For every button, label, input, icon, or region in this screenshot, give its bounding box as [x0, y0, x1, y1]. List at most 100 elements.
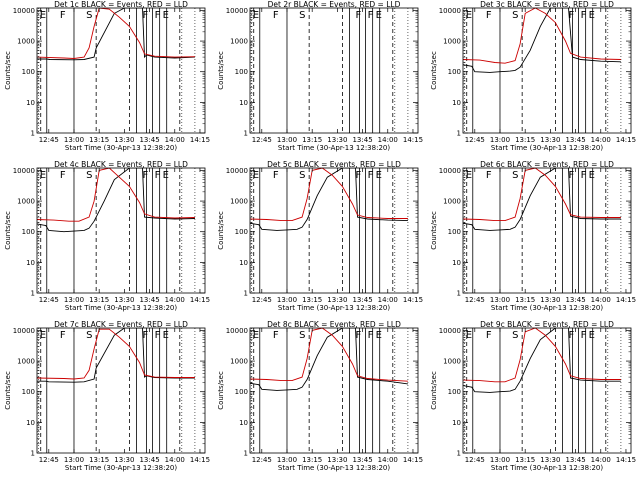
flag-letter: F — [143, 10, 149, 21]
flag-letter: F — [569, 10, 575, 21]
x-axis-label: Start Time (30-Apr-13 12:38:20) — [491, 304, 603, 312]
series-line-lld — [37, 8, 195, 59]
x-tick-label: 13:00 — [64, 296, 84, 304]
plot-frame — [249, 7, 419, 134]
x-tick-label: 12:45 — [465, 136, 485, 144]
panel-det4: Det 4c BLACK = Events, RED = LLD E F S F F E 1 1… — [0, 160, 213, 320]
flag-letter: F — [356, 330, 362, 341]
x-axis-label: Start Time (30-Apr-13 12:38:20) — [278, 304, 390, 312]
panel-det3: Det 3c BLACK = Events, RED = LLD E F S F F E 1 1… — [426, 0, 639, 160]
plot-frame — [462, 7, 632, 134]
x-tick-label: 14:15 — [403, 296, 423, 304]
flag-letter: S — [86, 10, 92, 21]
x-tick-label: 12:45 — [39, 456, 59, 464]
flag-lines — [464, 328, 622, 453]
y-tick-label: 10000 — [226, 167, 248, 175]
y-axis-label: Counts/sec — [217, 51, 225, 90]
x-tick-label: 14:00 — [378, 456, 398, 464]
series-line-lld — [463, 328, 621, 383]
x-tick-label: 13:15 — [515, 296, 535, 304]
y-tick-label: 100 — [448, 228, 461, 236]
flag-letter: F — [581, 330, 587, 341]
y-tick-label: 10000 — [226, 7, 248, 15]
flag-letter: F — [581, 10, 587, 21]
chart-title: Det 9c BLACK = Events, RED = LLD — [480, 320, 614, 329]
series-line-events — [463, 168, 621, 231]
chart-title: Det 8c BLACK = Events, RED = LLD — [267, 320, 401, 329]
series-line-lld — [250, 328, 408, 382]
flag-letter: F — [486, 10, 492, 21]
flag-letter: E — [253, 10, 259, 21]
series-group — [37, 328, 195, 383]
y-tick-label: 10 — [239, 99, 248, 107]
y-tick-label: 100 — [22, 388, 35, 396]
x-tick-label: 13:30 — [540, 456, 560, 464]
x-tick-label: 14:15 — [616, 296, 636, 304]
series-line-lld — [37, 328, 195, 380]
flag-letter: F — [143, 170, 149, 181]
x-axis-label: Start Time (30-Apr-13 12:38:20) — [491, 144, 603, 152]
y-axis-label: Counts/sec — [430, 371, 438, 410]
x-tick-label: 13:45 — [352, 296, 372, 304]
x-tick-label: 13:30 — [540, 296, 560, 304]
y-tick-label: 100 — [22, 228, 35, 236]
y-tick-label: 1 — [244, 130, 248, 138]
y-tick-label: 1 — [457, 130, 461, 138]
flag-letter: E — [589, 10, 595, 21]
x-tick-label: 13:15 — [302, 456, 322, 464]
x-tick-label: 13:00 — [277, 136, 297, 144]
x-tick-label: 13:30 — [327, 296, 347, 304]
series-group — [463, 328, 621, 393]
flag-letter: S — [512, 10, 518, 21]
flag-lines — [251, 8, 409, 133]
y-tick-label: 1000 — [17, 38, 35, 46]
x-tick-label: 12:45 — [465, 456, 485, 464]
x-axis-label: Start Time (30-Apr-13 12:38:20) — [65, 464, 177, 472]
x-tick-label: 13:15 — [89, 456, 109, 464]
flag-letter: S — [299, 170, 305, 181]
series-line-lld — [37, 168, 195, 222]
y-tick-label: 100 — [448, 68, 461, 76]
x-tick-label: 13:30 — [327, 456, 347, 464]
x-tick-label: 14:00 — [591, 296, 611, 304]
flag-letter: E — [163, 330, 169, 341]
flag-letter: F — [273, 10, 279, 21]
y-tick-label: 1000 — [230, 198, 248, 206]
x-tick-label: 13:00 — [277, 296, 297, 304]
x-tick-label: 12:45 — [39, 296, 59, 304]
flag-letter: S — [512, 330, 518, 341]
x-tick-label: 13:30 — [114, 456, 134, 464]
x-tick-label: 13:00 — [490, 136, 510, 144]
y-axis-label: Counts/sec — [4, 51, 12, 90]
x-tick-label: 14:00 — [165, 136, 185, 144]
panel-det1: Det 1c BLACK = Events, RED = LLD E F S F F E 1 1… — [0, 0, 213, 160]
plot-frame — [36, 167, 206, 294]
y-tick-label: 10000 — [13, 327, 35, 335]
y-tick-label: 100 — [22, 68, 35, 76]
flag-letter: F — [273, 330, 279, 341]
flag-letter: E — [376, 10, 382, 21]
x-axis-label: Start Time (30-Apr-13 12:38:20) — [491, 464, 603, 472]
flag-letter: F — [155, 170, 161, 181]
y-tick-label: 1 — [457, 290, 461, 298]
panel-det7: Det 7c BLACK = Events, RED = LLD E F S F F E 1 1… — [0, 320, 213, 480]
flag-letter: F — [581, 170, 587, 181]
x-tick-label: 14:15 — [403, 136, 423, 144]
flag-lines — [464, 168, 622, 293]
x-tick-label: 13:00 — [64, 136, 84, 144]
flag-letter: S — [299, 330, 305, 341]
flag-letter: E — [589, 170, 595, 181]
series-group — [250, 168, 408, 231]
x-tick-label: 13:45 — [352, 136, 372, 144]
flag-letter: E — [466, 10, 472, 21]
series-group — [463, 8, 621, 73]
y-axis-label: Counts/sec — [217, 211, 225, 250]
flag-letter: E — [466, 330, 472, 341]
flag-letter: F — [273, 170, 279, 181]
flag-letter: F — [569, 330, 575, 341]
y-tick-label: 100 — [235, 388, 248, 396]
x-tick-label: 13:15 — [515, 136, 535, 144]
